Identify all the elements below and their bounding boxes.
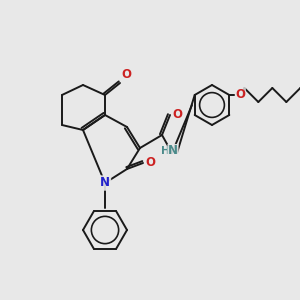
Text: H: H <box>160 146 169 156</box>
Text: O: O <box>235 88 245 100</box>
Text: O: O <box>121 68 131 81</box>
Text: O: O <box>145 157 155 169</box>
Text: O: O <box>172 109 182 122</box>
Text: N: N <box>168 145 178 158</box>
Text: N: N <box>100 176 110 190</box>
